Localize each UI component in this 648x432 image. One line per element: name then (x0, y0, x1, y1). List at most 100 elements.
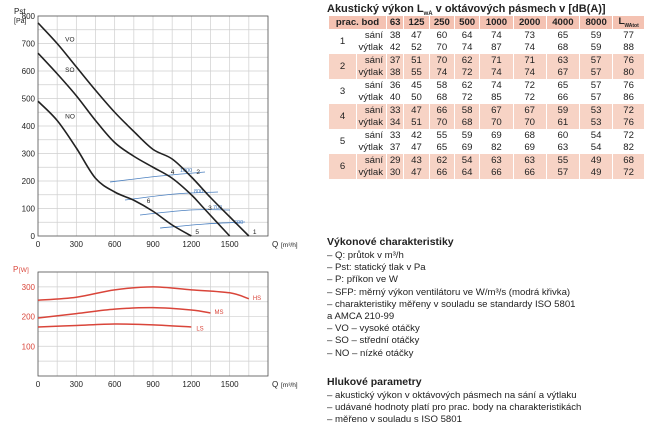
list-item: – Q: průtok v m³/h (327, 250, 404, 261)
x-tick-label: 600 (108, 380, 122, 389)
right-panel: Akustický výkon LwA v oktávových pásmech… (327, 0, 648, 432)
list-item: – SFP: měrný výkon ventilátoru ve W/m³/s… (327, 286, 571, 298)
value-cell: 62 (454, 54, 481, 67)
value-cell: 59 (546, 104, 581, 117)
value-cell: 37 (386, 54, 405, 67)
list-item: a AMCA 210-99 (327, 311, 395, 323)
value-cell: 68 (429, 91, 455, 104)
table-row: výtlak 38 55 74 72 74 74 67 57 80 (329, 66, 645, 79)
power-flow-chart: 100 200 300 0 300 600 900 1200 1500 P [W] Q [m³/h] HS… (13, 265, 298, 389)
table-row: 5 sání 33 42 55 59 69 68 60 54 72 (329, 129, 645, 154)
acoustic-table-title: Akustický výkon LwA v oktávových pásmech… (327, 3, 606, 18)
value-cell: 55 (429, 129, 455, 142)
noise-section: Hlukové parametry – akustický výkon v ok… (327, 376, 581, 427)
total-cell: 86 (612, 91, 645, 104)
total-cell: 76 (612, 116, 645, 129)
y-tick-label: 200 (22, 313, 36, 322)
header-freq: 250 (429, 16, 455, 29)
value-cell: 74 (513, 41, 547, 54)
value-cell: 63 (513, 154, 547, 167)
value-cell: 47 (403, 104, 430, 117)
fan-curve (37, 52, 231, 237)
sfp-label: 800 (194, 189, 203, 195)
series-label: MS (215, 310, 224, 316)
table-row: výtlak 42 52 70 74 87 74 68 59 88 (329, 41, 645, 54)
charts-area: 0 100 200 300 400 500 600 700 800 0 300 600 900 1200 1… (13, 7, 298, 389)
value-cell: 38 (386, 66, 405, 79)
curve-label: VO (65, 37, 74, 44)
value-cell: 40 (386, 91, 405, 104)
value-cell: 74 (429, 66, 455, 79)
y-axis-label: Pst (14, 7, 26, 16)
value-cell: 69 (479, 129, 514, 142)
value-cell: 54 (579, 141, 614, 154)
x-tick-label: 900 (146, 380, 160, 389)
total-cell: 88 (612, 41, 645, 54)
list-item: – Pst: statický tlak v Pa (327, 262, 426, 274)
y-tick-label: 700 (22, 40, 36, 49)
value-cell: 50 (403, 91, 430, 104)
value-cell: 62 (454, 79, 481, 92)
value-cell: 29 (386, 154, 405, 167)
value-cell: 47 (403, 166, 430, 179)
value-cell: 72 (513, 79, 547, 92)
table-row: 4 sání 33 47 66 58 67 67 59 53 72 (329, 104, 645, 129)
x-tick-label: 300 (70, 380, 84, 389)
x-tick-label: 1200 (182, 380, 200, 389)
list-item: – akustický výkon v oktávových pásmech n… (327, 390, 577, 401)
value-cell: 58 (454, 104, 481, 117)
value-cell: 70 (429, 54, 455, 67)
y-axis-unit: [W] (19, 267, 29, 274)
power-curve (37, 323, 192, 328)
y-tick-label: 0 (31, 232, 36, 241)
table-row: výtlak 40 50 68 72 85 72 66 57 86 (329, 91, 645, 104)
row-label: sání (356, 54, 387, 67)
row-label: výtlak (356, 166, 387, 179)
y-tick-label: 500 (22, 95, 36, 104)
table-row: 3 sání 36 45 58 62 74 72 65 57 76 (329, 79, 645, 104)
total-cell: 72 (612, 104, 645, 117)
x-tick-label: 600 (108, 240, 122, 249)
value-cell: 63 (546, 54, 581, 67)
x-tick-label: 1200 (182, 240, 200, 249)
value-cell: 49 (579, 154, 614, 167)
value-cell: 53 (579, 116, 614, 129)
value-cell: 69 (454, 141, 481, 154)
noise-title: Hlukové parametry (327, 376, 422, 388)
point-cell: 3 (329, 79, 357, 104)
sfp-label: 600 (234, 220, 243, 226)
total-cell: 76 (612, 54, 645, 67)
table-row: 2 sání 37 51 70 62 71 71 63 57 76 (329, 54, 645, 79)
value-cell: 71 (513, 54, 547, 67)
value-cell: 74 (479, 66, 514, 79)
x-axis-unit: [m³/h] (281, 382, 298, 389)
y-tick-label: 200 (22, 177, 36, 186)
table-row: 6 sání 29 43 62 54 63 63 55 49 68 (329, 154, 645, 179)
list-item: – charakteristiky měřeny v souladu se st… (327, 298, 576, 310)
value-cell: 66 (479, 166, 514, 179)
table-row: 1 sání 38 47 60 64 74 73 65 59 77 (329, 29, 645, 54)
value-cell: 37 (386, 141, 405, 154)
total-cell: 72 (612, 166, 645, 179)
value-cell: 68 (454, 116, 481, 129)
value-cell: 59 (454, 129, 481, 142)
value-cell: 69 (513, 141, 547, 154)
point-label: 3 (208, 205, 212, 212)
y-tick-label: 100 (22, 205, 36, 214)
row-label: sání (356, 29, 387, 42)
value-cell: 34 (386, 116, 405, 129)
value-cell: 60 (546, 129, 581, 142)
curve-label: SO (65, 67, 74, 74)
x-tick-label: 300 (70, 240, 84, 249)
point-cell: 6 (329, 154, 357, 179)
row-label: sání (356, 154, 387, 167)
row-label: výtlak (356, 91, 387, 104)
header-freq: 63 (386, 16, 405, 29)
value-cell: 62 (429, 154, 455, 167)
value-cell: 66 (429, 104, 455, 117)
row-label: výtlak (356, 41, 387, 54)
y-tick-label: 600 (22, 67, 36, 76)
list-item: – SO – střední otáčky (327, 335, 420, 347)
table-row: výtlak 37 47 65 69 82 69 63 54 82 (329, 141, 645, 154)
performance-title: Výkonové charakteristiky (327, 236, 454, 248)
